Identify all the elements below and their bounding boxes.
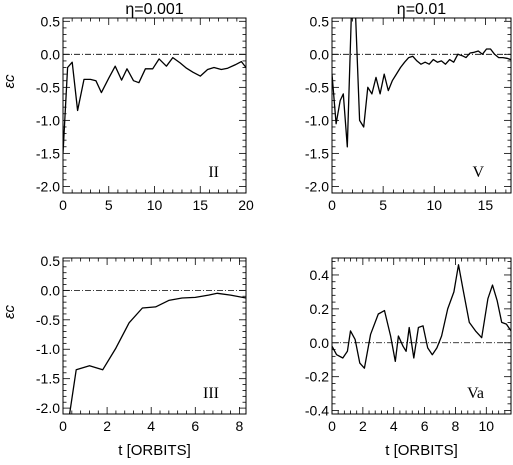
- panel-label: V: [472, 164, 484, 181]
- x-axis-label: t [ORBITS]: [385, 442, 458, 459]
- y-tick-label: 0.0: [310, 46, 330, 62]
- y-tick-label: 0.4: [310, 267, 330, 283]
- x-tick-label: 0: [328, 418, 336, 434]
- panel-bottom-right: 0 2 4 6 8 10 0.4 0.2 0.0 -0.2 -0.4 t [ORBITS] Va: [305, 257, 512, 459]
- x-tick-label: 4: [147, 418, 155, 434]
- panel-top-left: 0 5 10 15 20 0.5 0.0 -0.5 -1.0 -1.5 -2.0 η=0.001 εc I…: [1, 1, 254, 213]
- y-tick-label: -0.4: [305, 403, 329, 419]
- y-tick-label: -0.5: [305, 79, 329, 95]
- y-axis-label: εc: [1, 74, 18, 89]
- x-tick-label: 10: [479, 418, 495, 434]
- panel-label: Va: [467, 385, 484, 402]
- x-tick-label: 0: [59, 197, 67, 213]
- x-tick-label: 5: [379, 197, 387, 213]
- panel-top-right: 0 5 10 15 0.5 0.0 -0.5 -1.0 -1.5 -2.0 η=0.01 V: [305, 1, 512, 213]
- y-tick-label: -0.2: [305, 369, 329, 385]
- y-tick-label: 0.5: [41, 13, 61, 29]
- y-tick-label: -1.0: [36, 112, 60, 128]
- y-tick-label: 0.5: [41, 253, 61, 269]
- y-tick-label: -2.0: [36, 400, 60, 416]
- x-tick-label: 2: [359, 418, 367, 434]
- x-tick-label: 10: [426, 197, 442, 213]
- plot-frame: [62, 257, 247, 415]
- x-tick-label: 6: [191, 418, 199, 434]
- panel-bottom-left: 0 2 4 6 8 0.5 0.0 -0.5 -1.0 -1.5 -2.0 εc t [ORBITS] I…: [1, 253, 247, 459]
- y-tick-label: 0.5: [310, 13, 330, 29]
- y-tick-label: -1.5: [305, 145, 329, 161]
- x-tick-label: 6: [421, 418, 429, 434]
- x-tick-label: 10: [147, 197, 163, 213]
- y-tick-label: 0.0: [41, 46, 61, 62]
- y-tick-label: -1.5: [36, 145, 60, 161]
- plot-frame: [331, 17, 512, 194]
- y-tick-label: -1.5: [36, 371, 60, 387]
- y-tick-label: -2.0: [36, 178, 60, 194]
- series-line: [68, 292, 246, 414]
- y-tick-label: 0.0: [41, 282, 61, 298]
- x-tick-label: 20: [238, 197, 254, 213]
- x-tick-label: 15: [192, 197, 208, 213]
- y-tick-label: 0.2: [310, 301, 330, 317]
- series-line: [332, 264, 511, 369]
- x-tick-label: 4: [390, 418, 398, 434]
- x-tick-label: 5: [105, 197, 113, 213]
- y-tick-label: -1.0: [305, 112, 329, 128]
- series-line: [63, 56, 246, 154]
- panel-label: II: [208, 164, 219, 181]
- plot-frame: [331, 257, 512, 415]
- y-tick-label: 0.0: [310, 335, 330, 351]
- y-axis-label: εc: [1, 304, 18, 319]
- x-tick-label: 2: [103, 418, 111, 434]
- y-tick-label: -1.0: [36, 341, 60, 357]
- x-tick-label: 8: [235, 418, 243, 434]
- x-tick-label: 8: [452, 418, 460, 434]
- y-tick-label: -0.5: [36, 312, 60, 328]
- panel-title: η=0.01: [397, 1, 446, 18]
- series-line: [332, 18, 511, 148]
- panel-title: η=0.001: [125, 1, 183, 18]
- panel-label: III: [203, 385, 219, 402]
- x-axis-label: t [ORBITS]: [118, 442, 191, 459]
- x-tick-label: 15: [478, 197, 494, 213]
- y-tick-label: -2.0: [305, 178, 329, 194]
- x-tick-label: 0: [59, 418, 67, 434]
- y-tick-label: -0.5: [36, 79, 60, 95]
- x-tick-label: 0: [328, 197, 336, 213]
